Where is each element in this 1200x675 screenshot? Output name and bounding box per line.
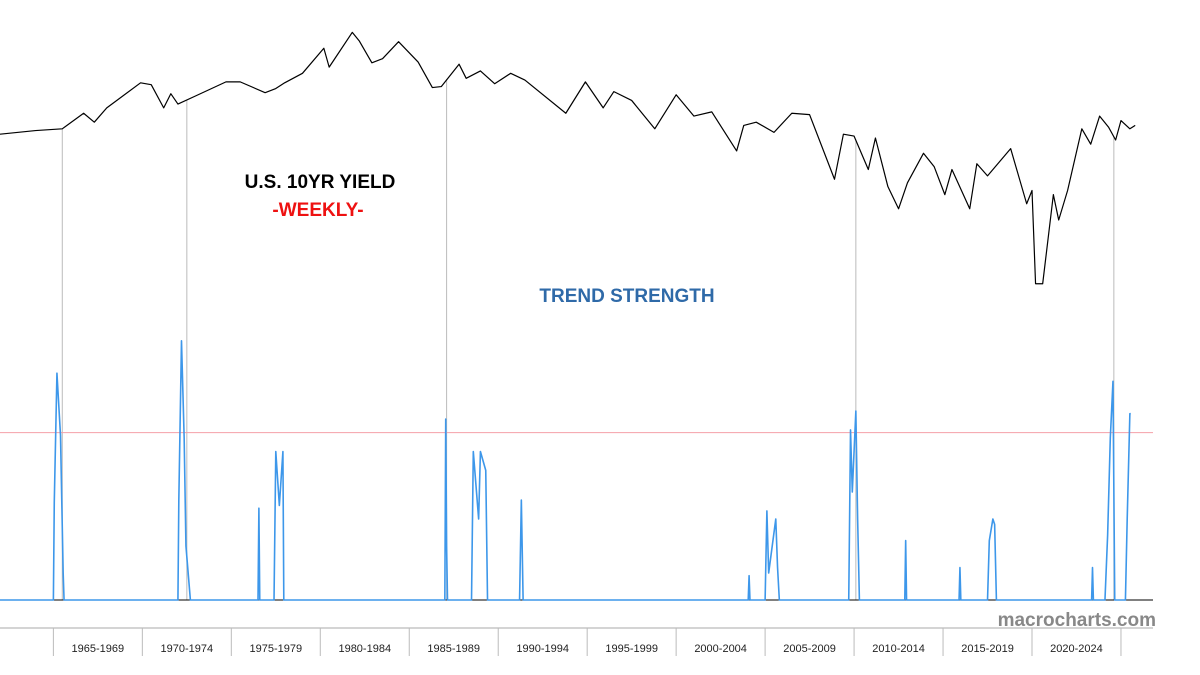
watermark: macrocharts.com <box>998 610 1156 631</box>
x-tick-label: 1985-1989 <box>427 643 480 655</box>
x-tick-label: 2005-2009 <box>783 643 836 655</box>
x-tick-label: 1965-1969 <box>72 643 125 655</box>
chart-title: U.S. 10YR YIELD <box>245 172 396 193</box>
x-tick-label: 2000-2004 <box>694 643 747 655</box>
series-line <box>0 31 1136 285</box>
x-tick-label: 2020-2024 <box>1050 643 1103 655</box>
x-tick-label: 2010-2014 <box>872 643 925 655</box>
x-tick-label: 2015-2019 <box>961 643 1014 655</box>
x-tick-label: 1970-1974 <box>161 643 214 655</box>
x-tick-label: 1975-1979 <box>249 643 302 655</box>
panel-title: TREND STRENGTH <box>539 286 714 307</box>
x-tick-label: 1990-1994 <box>516 643 569 655</box>
x-tick-label: 1995-1999 <box>605 643 658 655</box>
x-tick-label: 1980-1984 <box>338 643 391 655</box>
chart-subtitle: -WEEKLY- <box>272 200 363 221</box>
series-line <box>0 340 1131 601</box>
